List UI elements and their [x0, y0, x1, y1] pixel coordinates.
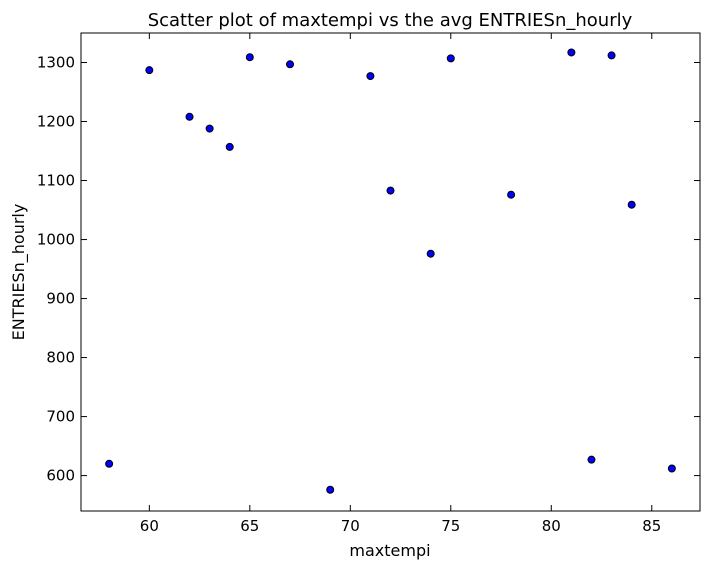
scatter-point	[386, 186, 395, 195]
scatter-point	[587, 455, 596, 464]
x-tick-label: 85	[642, 517, 661, 535]
scatter-point	[627, 200, 636, 209]
y-tick-label: 1300	[37, 54, 75, 72]
x-tick-label: 65	[240, 517, 259, 535]
y-tick-label: 1200	[37, 113, 75, 131]
scatter-point	[567, 48, 576, 57]
y-tick-label: 1000	[37, 231, 75, 249]
x-tick-label: 75	[441, 517, 460, 535]
scatter-point	[667, 464, 676, 473]
data-points	[105, 48, 676, 494]
scatter-point	[446, 54, 455, 63]
scatter-point	[105, 459, 114, 468]
y-tick-label: 600	[46, 467, 75, 485]
y-axis-ticks: 600 700 800 900 1000 1100 1200 1300	[37, 54, 700, 485]
x-axis-ticks: 60 65 70 75 80 85	[140, 33, 661, 535]
x-axis-label: maxtempi	[349, 541, 430, 560]
scatter-point	[185, 112, 194, 121]
scatter-point	[205, 124, 214, 133]
scatter-point	[507, 190, 516, 199]
scatter-point	[245, 53, 254, 62]
scatter-point	[286, 60, 295, 69]
x-tick-label: 70	[341, 517, 360, 535]
y-tick-label: 900	[46, 290, 75, 308]
scatter-point	[607, 51, 616, 60]
plot-area: 60 65 70 75 80 85 600 700 800 900 1000 1100 1200 130…	[37, 32, 701, 535]
y-tick-label: 800	[46, 349, 75, 367]
y-tick-label: 700	[46, 408, 75, 426]
chart-title: Scatter plot of maxtempi vs the avg ENTR…	[148, 10, 633, 31]
scatter-point	[145, 66, 154, 75]
x-tick-label: 80	[542, 517, 561, 535]
scatter-point	[426, 249, 435, 258]
y-axis-label: ENTRIESn_hourly	[9, 204, 29, 341]
y-tick-label: 1100	[37, 172, 75, 190]
scatter-point	[366, 72, 375, 81]
scatter-point	[225, 142, 234, 151]
plot-frame	[80, 32, 701, 512]
x-tick-label: 60	[140, 517, 159, 535]
scatter-point	[326, 485, 335, 494]
